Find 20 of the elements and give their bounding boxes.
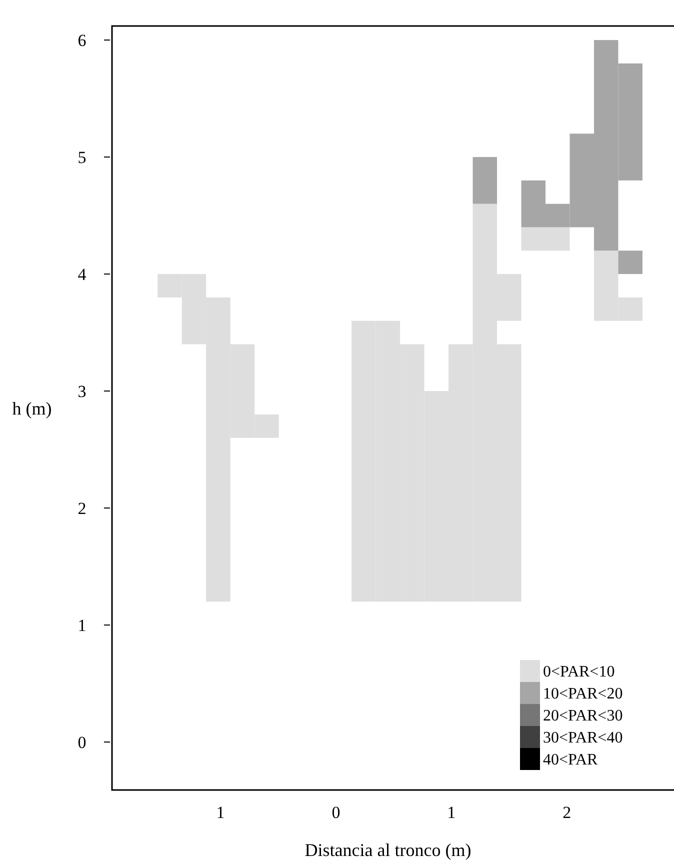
x-tick-label: 1 [447, 803, 456, 822]
y-axis-title: h (m) [12, 398, 52, 418]
legend-label: 30<PAR<40 [543, 730, 623, 747]
y-tick-label: 3 [78, 382, 86, 401]
y-tick-label: 4 [78, 264, 87, 284]
x-axis-title: Distancia al tronco (m) [304, 840, 472, 860]
y-tick-label: 2 [78, 498, 86, 518]
y-tick-label: 0 [78, 732, 86, 752]
legend-label: 10<PAR<20 [543, 686, 623, 703]
y-tick-label: 1 [78, 616, 86, 635]
bar [472, 157, 498, 204]
legend-label: 0<PAR<10 [543, 664, 615, 681]
x-tick-label: 2 [562, 803, 572, 822]
legend-label: 20<PAR<30 [543, 708, 623, 725]
x-tick-label: 0 [332, 803, 340, 822]
y-tick-label: 6 [78, 30, 86, 50]
legend-label: 40<PAR [543, 752, 598, 769]
bar [618, 250, 642, 274]
x-tick-label: 1 [216, 803, 225, 822]
y-tick-label: 5 [78, 148, 86, 167]
